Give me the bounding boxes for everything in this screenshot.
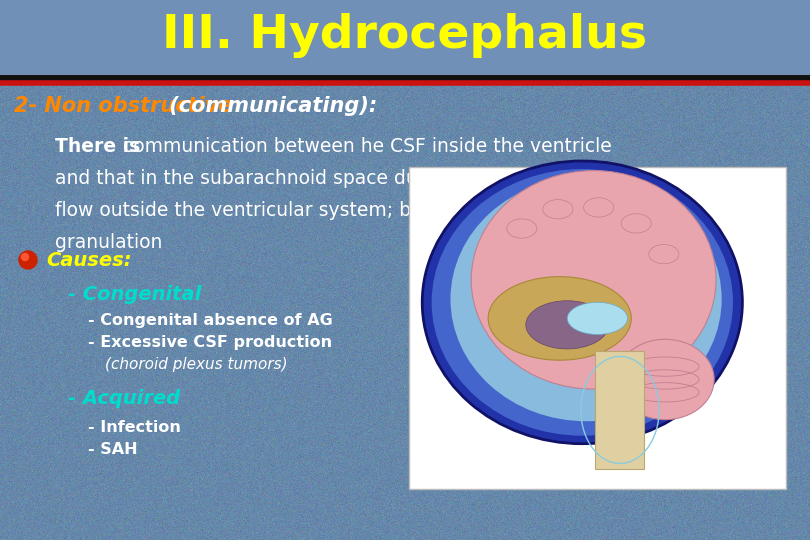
Text: - Excessive CSF production: - Excessive CSF production	[88, 334, 332, 349]
Text: - Infection: - Infection	[88, 420, 181, 435]
Text: granulation: granulation	[55, 233, 162, 252]
Text: (communicating):: (communicating):	[162, 96, 377, 116]
Bar	[409, 167, 786, 489]
Ellipse shape	[488, 276, 631, 360]
Ellipse shape	[471, 171, 716, 389]
Text: - Congenital absence of AG: - Congenital absence of AG	[88, 313, 333, 327]
Text: flow outside the ventricular system; block at the arachnoid: flow outside the ventricular system; blo…	[55, 200, 610, 219]
Circle shape	[19, 251, 37, 269]
Ellipse shape	[567, 302, 628, 334]
Text: Causes:: Causes:	[46, 251, 131, 269]
Ellipse shape	[422, 161, 743, 444]
Ellipse shape	[616, 339, 714, 420]
Text: There is: There is	[55, 137, 140, 156]
Text: and that in the subarachnoid space due to obstruction of CSF: and that in the subarachnoid space due t…	[55, 168, 632, 187]
Text: III. Hydrocephalus: III. Hydrocephalus	[163, 12, 647, 57]
Bar	[0, 0, 810, 78]
Text: - Acquired: - Acquired	[68, 389, 181, 408]
Ellipse shape	[432, 169, 733, 436]
Ellipse shape	[450, 177, 722, 421]
Circle shape	[22, 253, 28, 260]
Bar	[595, 350, 645, 469]
Text: communication between he CSF inside the ventricle: communication between he CSF inside the …	[117, 137, 612, 156]
Text: - SAH: - SAH	[88, 442, 138, 456]
Ellipse shape	[526, 301, 608, 349]
Text: 2- Non obstructive: 2- Non obstructive	[14, 96, 232, 116]
Text: (choroid plexus tumors): (choroid plexus tumors)	[105, 356, 288, 372]
Text: - Congenital: - Congenital	[68, 285, 201, 303]
